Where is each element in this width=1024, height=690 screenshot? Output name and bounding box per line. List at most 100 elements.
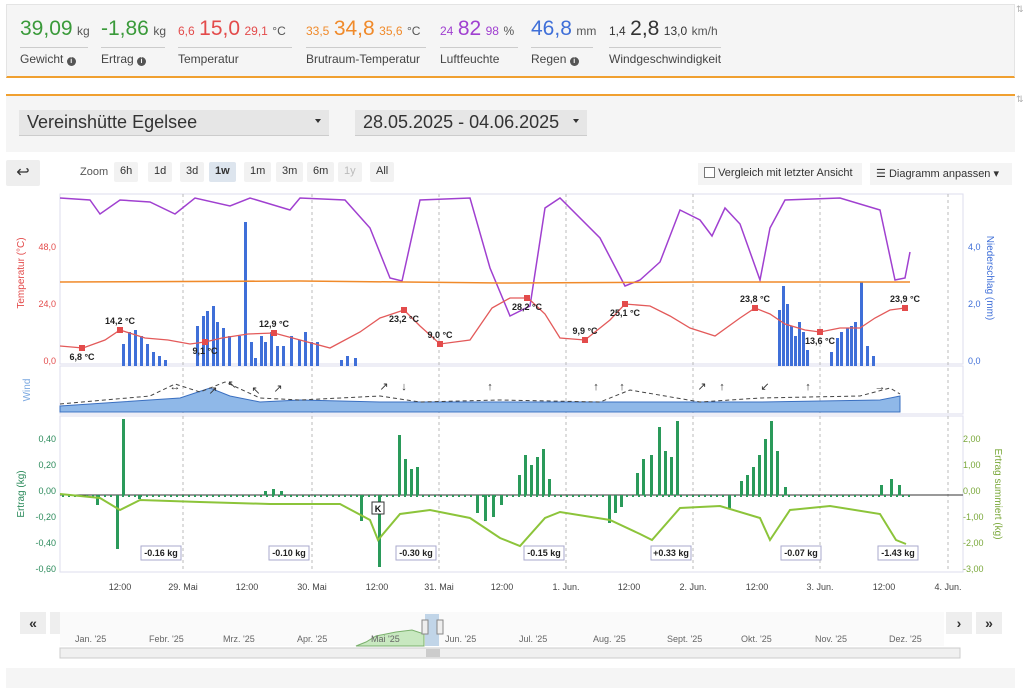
ertrag-bar <box>584 495 586 497</box>
info-icon[interactable]: i <box>137 57 147 66</box>
jump-start-button[interactable]: « <box>20 612 46 634</box>
wind-direction-icon: ↔ <box>170 381 181 393</box>
stat-luftfeuchte: 24 82 98 % Luftfeuchte <box>440 17 518 66</box>
rain-bar <box>794 336 797 366</box>
ertrag-bar <box>818 495 820 497</box>
rain-bar <box>830 352 833 366</box>
location-select[interactable]: Vereinshütte Egelsee <box>19 110 329 136</box>
ertrag-bar <box>416 495 418 497</box>
stat-value: 82 <box>457 17 482 40</box>
x-tick-label: 12:00 <box>618 582 641 592</box>
stat-max: 29,1 <box>244 24 268 38</box>
stat-max: 98 <box>485 24 499 38</box>
location-value: Vereinshütte Egelsee <box>27 112 198 132</box>
back-icon[interactable]: ↩ <box>6 160 40 186</box>
compare-toggle[interactable]: Vergleich mit letzter Ansicht <box>698 163 862 185</box>
temp-label: 23,2 °C <box>389 314 420 324</box>
checkbox[interactable] <box>704 167 715 178</box>
navigator-timeline[interactable]: Jan. '25 Febr. '25 Mrz. '25 Apr. '25 Mai '25… <box>20 612 1002 660</box>
ertrag-bar <box>642 459 645 495</box>
daily-ertrag-box <box>268 545 310 561</box>
wind-direction-icon: ↙ <box>760 381 769 393</box>
rain-bar <box>316 342 319 366</box>
zoom-6m[interactable]: 6m <box>307 162 335 182</box>
navigator-month-label: Jan. '25 <box>75 634 106 644</box>
ertrag-bar <box>338 495 340 497</box>
navigator-background <box>60 612 944 646</box>
zoom-1m[interactable]: 1m <box>244 162 272 182</box>
ertrag-bar <box>116 495 119 549</box>
navigator-month-label: Apr. '25 <box>297 634 327 644</box>
rain-bar <box>836 338 839 366</box>
ertrag-sum-tick: -2,00 <box>963 538 984 548</box>
next-button[interactable]: › <box>946 612 972 634</box>
rain-bar <box>228 336 231 366</box>
ertrag-bar <box>626 495 628 497</box>
ertrag-bar <box>488 495 490 497</box>
ertrag-bar <box>164 495 166 497</box>
rain-bar <box>122 344 125 366</box>
ertrag-bar <box>512 495 514 497</box>
daily-ertrag-label: +0.33 kg <box>653 548 689 558</box>
customize-button[interactable]: ☰ Diagramm anpassen ▾ <box>870 163 1012 185</box>
ertrag-axis-label: Ertrag (kg) <box>16 470 27 517</box>
ertrag-bar <box>670 457 673 495</box>
rain-bar <box>310 342 313 366</box>
scrollbar[interactable] <box>59 647 961 659</box>
navigator-handle-left[interactable] <box>421 619 429 635</box>
ertrag-bar <box>146 495 148 497</box>
ertrag-bar <box>614 495 617 513</box>
ertrag-bar <box>782 495 784 497</box>
ertrag-bar <box>530 495 532 497</box>
ertrag-bar <box>836 495 838 497</box>
stat-regen: 46,8 mm Regen i <box>531 17 596 66</box>
drag-handle-icon[interactable]: ⇅ <box>1016 4 1024 14</box>
stat-label: Ertrag <box>101 52 134 66</box>
zoom-3m[interactable]: 3m <box>276 162 304 182</box>
ertrag-bar <box>740 481 743 495</box>
ertrag-bar <box>638 495 640 497</box>
drag-handle-icon[interactable]: ⇅ <box>1016 94 1024 104</box>
ertrag-bar <box>542 495 544 497</box>
ertrag-bar <box>848 495 850 497</box>
zoom-1w[interactable]: 1w <box>209 162 236 182</box>
rain-bar <box>206 311 209 366</box>
ertrag-plot-frame <box>59 415 964 573</box>
ertrag-bar <box>608 495 610 497</box>
navigator-month-label: Nov. '25 <box>815 634 847 644</box>
ertrag-bar <box>656 495 658 497</box>
ertrag-bar <box>500 495 503 505</box>
ertrag-bar <box>764 495 766 497</box>
zoom-3d[interactable]: 3d <box>180 162 205 182</box>
ertrag-bar <box>590 495 592 497</box>
rain-bar <box>798 322 801 366</box>
ertrag-bar <box>296 495 298 497</box>
ertrag-bar <box>776 495 778 497</box>
daily-ertrag-label: -0.15 kg <box>527 548 561 558</box>
zoom-all[interactable]: All <box>370 162 395 182</box>
stat-temperatur: 6,6 15,0 29,1 °C Temperatur <box>178 17 292 66</box>
zoom-6h[interactable]: 6h <box>114 162 139 182</box>
info-icon[interactable]: i <box>66 57 76 66</box>
zoom-1d[interactable]: 1d <box>148 162 173 182</box>
rain-bar <box>806 350 809 366</box>
jump-end-button[interactable]: » <box>976 612 1002 634</box>
stat-label: Temperatur <box>178 52 239 66</box>
rain-bar <box>134 330 137 366</box>
ertrag-bar <box>662 495 664 497</box>
rain-bar <box>164 360 167 366</box>
navigator-handle-right[interactable] <box>436 619 444 635</box>
info-icon[interactable]: i <box>569 57 579 66</box>
ertrag-bar <box>704 495 706 497</box>
scrollbar-thumb[interactable] <box>426 649 440 657</box>
ertrag-bar <box>866 495 868 497</box>
dropdown-caret-icon: ▾ <box>993 168 1000 180</box>
ertrag-bar <box>422 495 424 497</box>
daterange-select[interactable]: 28.05.2025 - 04.06.2025 <box>355 110 587 136</box>
ertrag-bar <box>434 495 436 497</box>
ertrag-bar <box>158 495 160 497</box>
ertrag-bar <box>548 479 551 495</box>
daily-ertrag-label: -0.10 kg <box>272 548 306 558</box>
rain-bar <box>128 332 131 366</box>
sliders-icon: ☰ <box>876 168 886 180</box>
